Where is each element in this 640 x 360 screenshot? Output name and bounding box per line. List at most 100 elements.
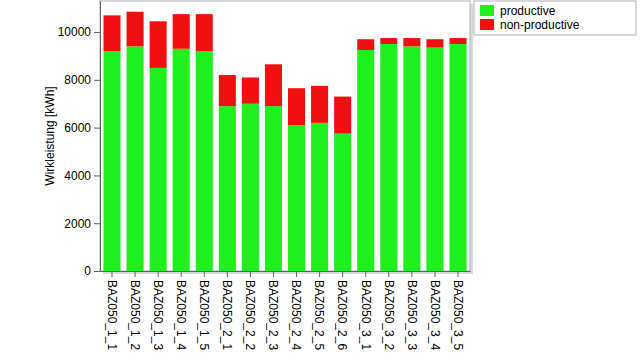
x-tick-mark <box>458 271 459 277</box>
bar <box>150 21 167 68</box>
x-tick-label: BAZ050_1_4 <box>174 280 188 350</box>
y-tick-mark <box>94 175 100 176</box>
x-tick-label: BAZ050_2_6 <box>335 280 349 350</box>
y-tick: 4000 <box>64 169 100 183</box>
x-tick-mark <box>296 271 297 277</box>
chart: 0200040006000800010000BAZ050_1_1BAZ050_1… <box>0 0 640 360</box>
bar <box>103 15 120 51</box>
y-tick: 10000 <box>58 25 100 39</box>
x-axis: BAZ050_1_1 BAZ050_1_2 BAZ050_1_3 BAZ050_1_4… <box>101 271 471 350</box>
x-tick-label: BAZ050_3_4 <box>428 280 442 350</box>
y-tick-label: 0 <box>84 264 91 278</box>
bar <box>173 14 190 49</box>
bar <box>426 39 443 47</box>
x-tick-mark <box>158 271 159 277</box>
x-tick-mark <box>388 271 389 277</box>
y-tick: 2000 <box>64 217 100 231</box>
x-tick: BAZ050_1_3 <box>151 271 165 350</box>
x-tick-mark <box>273 271 274 277</box>
x-tick-mark <box>319 271 320 277</box>
legend-swatch <box>480 5 494 16</box>
bar <box>426 48 443 271</box>
x-tick-label: BAZ050_2_4 <box>289 280 303 350</box>
y-axis: 0 2000 4000 6000 8000 10000 <box>58 2 101 279</box>
x-tick-label: BAZ050_3_5 <box>451 280 465 350</box>
bar <box>311 86 328 123</box>
x-tick-label: BAZ050_1_5 <box>197 280 211 350</box>
bar <box>334 134 351 271</box>
y-axis-line <box>100 2 101 272</box>
x-tick-mark <box>181 271 182 277</box>
y-tick-label: 6000 <box>64 121 91 135</box>
x-tick: BAZ050_3_1 <box>359 271 373 350</box>
x-tick: BAZ050_1_2 <box>128 271 142 350</box>
bar <box>196 14 213 51</box>
bars <box>103 12 466 271</box>
bar <box>449 44 466 271</box>
plot: 0200040006000800010000BAZ050_1_1BAZ050_1… <box>58 1 473 350</box>
bar <box>219 75 236 106</box>
x-tick-label: BAZ050_1_1 <box>105 280 119 350</box>
x-tick-label: BAZ050_3_2 <box>382 280 396 350</box>
x-tick: BAZ050_1_1 <box>105 271 119 350</box>
x-tick-mark <box>111 271 112 277</box>
bar <box>196 51 213 271</box>
x-tick: BAZ050_2_5 <box>312 271 326 350</box>
y-tick: 0 <box>84 264 100 278</box>
bar <box>265 64 282 106</box>
legend-swatch <box>480 19 494 30</box>
x-tick: BAZ050_2_3 <box>266 271 280 350</box>
x-tick-mark <box>342 271 343 277</box>
x-tick-label: BAZ050_1_2 <box>128 280 142 350</box>
x-tick-label: BAZ050_2_3 <box>266 280 280 350</box>
y-axis-title: Wirkleistung [kWh] <box>43 86 57 185</box>
bar <box>334 97 351 134</box>
bar <box>403 46 420 271</box>
y-tick-mark <box>94 80 100 81</box>
bar <box>242 104 259 271</box>
x-tick: BAZ050_2_4 <box>289 271 303 350</box>
series-0 <box>103 44 466 271</box>
y-tick-mark <box>94 32 100 33</box>
bar <box>265 106 282 271</box>
legend-box <box>474 1 636 35</box>
x-tick-mark <box>411 271 412 277</box>
bar <box>242 77 259 103</box>
x-tick-mark <box>434 271 435 277</box>
y-tick-mark <box>94 271 100 272</box>
bar <box>288 88 305 125</box>
y-tick-label: 10000 <box>58 25 92 39</box>
y-tick-label: 8000 <box>64 73 91 87</box>
bar <box>357 39 374 50</box>
x-tick-mark <box>227 271 228 277</box>
bar <box>357 50 374 271</box>
plot-frame <box>100 1 470 271</box>
x-tick: BAZ050_3_2 <box>382 271 396 350</box>
bar <box>173 49 190 271</box>
legend: productivenon-productive <box>474 1 636 35</box>
x-tick-label: BAZ050_1_3 <box>151 280 165 350</box>
bar <box>380 38 397 44</box>
x-tick-mark <box>204 271 205 277</box>
x-tick-label: BAZ050_3_3 <box>405 280 419 350</box>
x-tick: BAZ050_1_4 <box>174 271 188 350</box>
y-tick-mark <box>94 223 100 224</box>
y-tick-label: 4000 <box>64 169 91 183</box>
bar <box>127 46 144 271</box>
x-tick: BAZ050_2_1 <box>220 271 234 350</box>
x-tick-mark <box>135 271 136 277</box>
x-tick: BAZ050_2_6 <box>335 271 349 350</box>
x-tick: BAZ050_2_2 <box>243 271 257 350</box>
y-tick: 8000 <box>64 73 100 87</box>
legend-label: non-productive <box>500 18 580 32</box>
x-tick-label: BAZ050_2_5 <box>312 280 326 350</box>
x-tick-mark <box>250 271 251 277</box>
series-1 <box>103 12 466 134</box>
x-tick-label: BAZ050_2_2 <box>243 280 257 350</box>
x-tick: BAZ050_1_5 <box>197 271 211 350</box>
x-tick: BAZ050_3_4 <box>428 271 442 350</box>
bar <box>288 125 305 271</box>
x-tick: BAZ050_3_5 <box>451 271 465 350</box>
bar <box>311 123 328 271</box>
bar <box>127 12 144 47</box>
